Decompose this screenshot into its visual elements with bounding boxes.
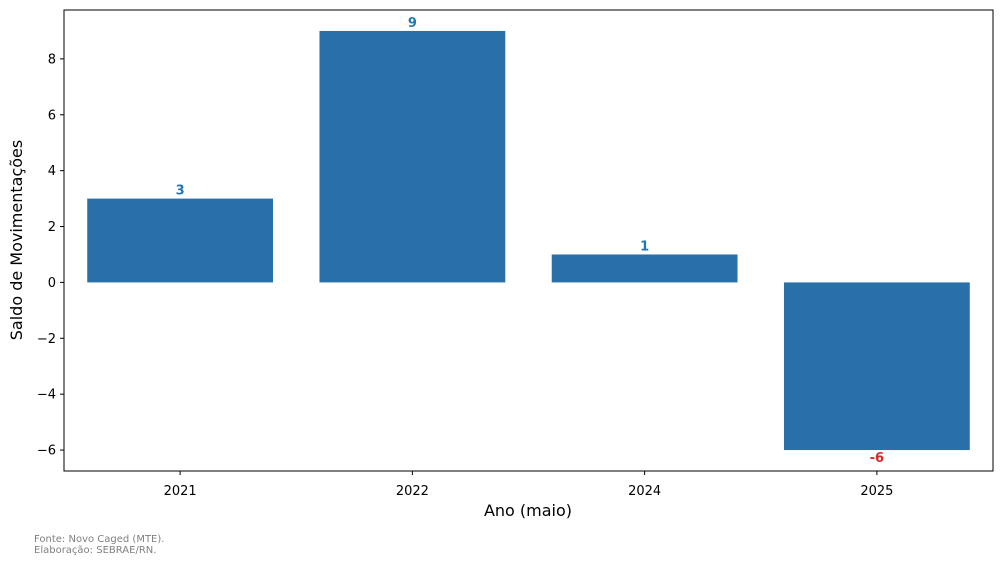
credit-text: Elaboração: SEBRAE/RN. xyxy=(34,545,157,556)
x-tick-label-2022: 2022 xyxy=(396,484,429,499)
y-tick-label-8: 8 xyxy=(48,52,56,67)
y-axis-title: Saldo de Movimentações xyxy=(7,140,26,340)
data-label-2021: 3 xyxy=(176,184,185,199)
bar-2022 xyxy=(319,30,506,283)
bar-2025 xyxy=(783,282,970,451)
plot-frame xyxy=(63,9,994,472)
bars-group xyxy=(87,30,970,451)
x-tick-label-2021: 2021 xyxy=(164,484,197,499)
y-tick-label-0: 0 xyxy=(48,276,56,291)
x-tick-label-2025: 2025 xyxy=(860,484,893,499)
y-tick-label-6: 6 xyxy=(48,108,56,123)
y-tick-label-4: 4 xyxy=(48,164,56,179)
data-label-2024: 1 xyxy=(640,239,649,254)
y-tick-label--4: −4 xyxy=(37,388,56,403)
bar-2024 xyxy=(551,254,738,283)
x-tick-label-2024: 2024 xyxy=(628,484,661,499)
source-note: Fonte: Novo Caged (MTE). Elaboração: SEB… xyxy=(34,534,164,556)
data-labels-group: 3 9 1 -6 xyxy=(176,16,885,466)
y-axis: 8 6 4 2 0 −2 −4 −6 xyxy=(37,52,64,459)
x-axis-title: Ano (maio) xyxy=(484,501,572,520)
y-tick-label--2: −2 xyxy=(37,332,56,347)
data-label-2022: 9 xyxy=(408,16,417,31)
bar-2021 xyxy=(87,198,274,283)
data-label-2025: -6 xyxy=(870,451,884,466)
source-text: Fonte: Novo Caged (MTE). xyxy=(34,534,165,545)
y-tick-label-2: 2 xyxy=(48,220,56,235)
y-tick-label--6: −6 xyxy=(37,444,56,459)
x-axis: 2021 2022 2024 2025 xyxy=(164,471,893,499)
